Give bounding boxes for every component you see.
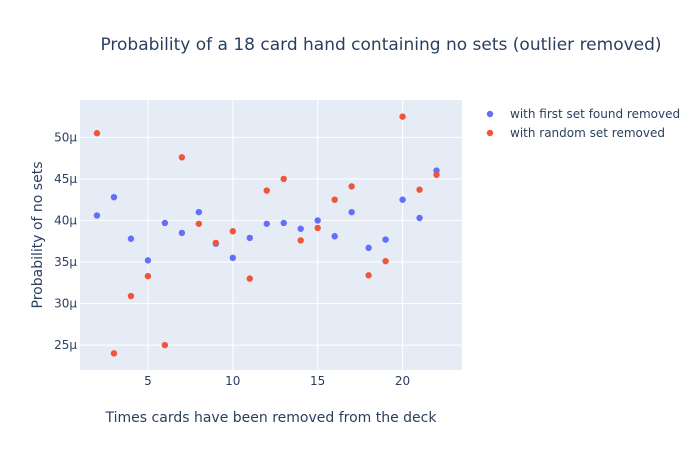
legend-item[interactable]: with random set removed xyxy=(486,126,665,140)
y-tick-label: 40μ xyxy=(54,213,77,227)
data-point[interactable] xyxy=(348,208,355,216)
x-axis-title: Times cards have been removed from the d… xyxy=(105,410,438,426)
data-point[interactable] xyxy=(263,187,270,194)
chart-title: Probability of a 18 card hand containing… xyxy=(100,35,661,55)
data-point[interactable] xyxy=(297,237,304,244)
data-point[interactable] xyxy=(280,219,287,227)
data-point[interactable] xyxy=(110,194,118,201)
data-point[interactable] xyxy=(161,219,169,227)
legend-marker xyxy=(486,110,494,118)
data-point[interactable] xyxy=(416,214,423,222)
plot-background xyxy=(80,100,462,370)
data-point[interactable] xyxy=(382,236,389,243)
legend-label: with random set removed xyxy=(510,126,665,140)
data-point[interactable] xyxy=(348,183,355,190)
data-point[interactable] xyxy=(144,257,152,264)
legend-label: with first set found removed xyxy=(510,107,680,121)
data-point[interactable] xyxy=(178,154,186,161)
data-point[interactable] xyxy=(93,130,101,137)
data-point[interactable] xyxy=(161,341,169,349)
legend[interactable]: with first set found removed with random … xyxy=(486,107,680,140)
data-point[interactable] xyxy=(365,272,372,279)
x-tick-label: 20 xyxy=(395,374,410,388)
x-tick-label: 15 xyxy=(310,374,325,388)
y-tick-label: 35μ xyxy=(54,255,77,269)
x-tick-label: 10 xyxy=(225,374,240,388)
y-axis-title: Probability of no sets xyxy=(30,162,46,309)
y-tick-label: 25μ xyxy=(54,338,77,352)
data-point[interactable] xyxy=(110,350,118,357)
data-point[interactable] xyxy=(365,244,372,252)
data-point[interactable] xyxy=(382,257,389,265)
data-point[interactable] xyxy=(144,272,152,280)
y-tick-label: 50μ xyxy=(54,130,77,144)
y-tick-label: 30μ xyxy=(54,297,77,311)
data-point[interactable] xyxy=(246,275,253,282)
data-point[interactable] xyxy=(229,228,236,235)
data-point[interactable] xyxy=(195,220,203,227)
data-point[interactable] xyxy=(212,239,220,247)
data-point[interactable] xyxy=(178,229,186,237)
data-point[interactable] xyxy=(314,217,321,224)
data-point[interactable] xyxy=(399,113,406,120)
data-point[interactable] xyxy=(399,196,406,203)
data-point[interactable] xyxy=(331,196,338,203)
data-point[interactable] xyxy=(331,233,338,240)
tick-labels: 5 10 15 20 25μ 30μ 35μ 40μ 45μ 50μ xyxy=(54,130,410,388)
data-point[interactable] xyxy=(280,175,287,183)
data-point[interactable] xyxy=(416,186,423,193)
legend-marker xyxy=(486,129,494,137)
y-tick-label: 45μ xyxy=(54,172,77,186)
data-point[interactable] xyxy=(263,220,270,227)
data-point[interactable] xyxy=(246,234,253,242)
grid-lines xyxy=(80,100,462,370)
data-point[interactable] xyxy=(314,224,321,232)
data-point[interactable] xyxy=(127,292,135,300)
data-point[interactable] xyxy=(195,208,203,216)
data-point[interactable] xyxy=(93,212,101,219)
data-point[interactable] xyxy=(433,171,440,178)
x-tick-label: 5 xyxy=(144,374,152,388)
data-points[interactable] xyxy=(93,113,440,357)
data-point[interactable] xyxy=(127,235,135,242)
data-point[interactable] xyxy=(297,225,304,232)
legend-item[interactable]: with first set found removed xyxy=(486,107,680,121)
data-point[interactable] xyxy=(229,254,236,262)
